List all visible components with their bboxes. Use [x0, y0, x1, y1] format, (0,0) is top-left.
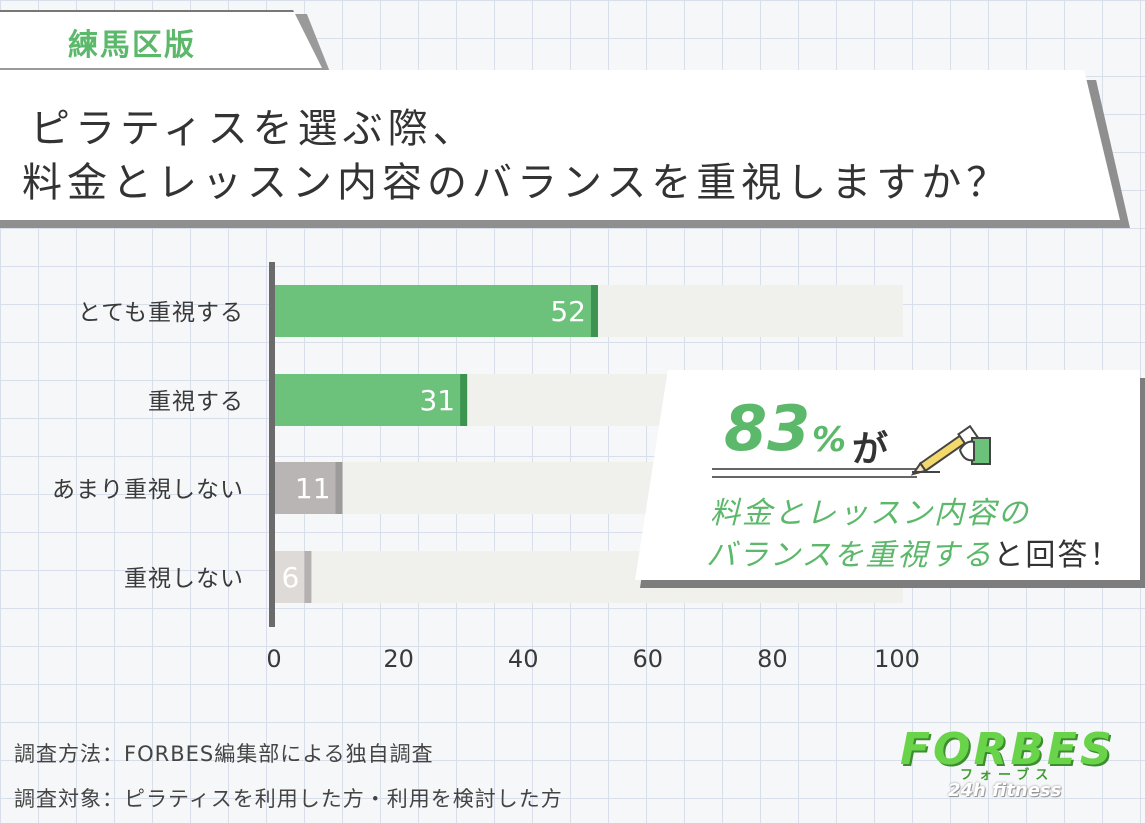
- pencil-hand-icon: [910, 424, 991, 476]
- callout-underline: [712, 468, 917, 478]
- category-label-0: とても重視する: [78, 300, 244, 326]
- callout-line-2: バランスを重視すると回答！: [706, 530, 1121, 574]
- survey-target-note: 調査対象：ピラティスを利用した方・利用を検討した方: [14, 787, 563, 811]
- bar-value-label-2: 11: [295, 472, 331, 505]
- bar-2: [274, 462, 343, 514]
- bar-value-label-3: 6: [282, 561, 300, 594]
- category-label-2: あまり重視しない: [52, 477, 244, 503]
- callout-line-2-tail: と回答！: [993, 538, 1122, 573]
- title-banner: [0, 70, 1120, 220]
- x-tick-label-1: 20: [383, 645, 414, 673]
- region-tag-label: 練馬区版: [68, 28, 196, 63]
- y-axis-line: [269, 262, 275, 627]
- bar-0: [274, 285, 598, 337]
- callout-line-1: 料金とレッスン内容の: [710, 496, 1030, 531]
- callout-box: [635, 370, 1140, 580]
- x-tick-label-4: 80: [757, 645, 788, 673]
- category-label-1: 重視する: [148, 389, 244, 415]
- callout-line-2-highlight: バランスを重視する: [706, 538, 994, 573]
- bar-1: [274, 374, 468, 426]
- bar-edge-1: [460, 374, 468, 426]
- logo-kana: フォーブス: [960, 768, 1055, 783]
- bar-value-label-1: 31: [419, 384, 455, 417]
- callout-particle: が: [852, 429, 889, 470]
- bar-edge-2: [335, 462, 343, 514]
- x-tick-label-0: 0: [266, 645, 281, 673]
- x-tick-label-3: 60: [633, 645, 664, 673]
- x-tick-label-2: 40: [508, 645, 539, 673]
- x-tick-label-5: 100: [874, 645, 920, 673]
- logo-wordmark: FORBES: [900, 724, 1115, 775]
- callout-big-number: 83: [724, 392, 811, 465]
- callout-percent-sign: %: [812, 420, 847, 460]
- survey-method-note: 調査方法：FORBES編集部による独自調査: [14, 742, 434, 766]
- bar-edge-0: [590, 285, 598, 337]
- region-tag: [0, 10, 322, 68]
- bar-edge-3: [304, 551, 312, 603]
- title-line-1: ピラティスを選ぶ際、: [30, 106, 478, 152]
- logo-subtitle: 24h fitness: [948, 780, 1062, 801]
- category-label-3: 重視しない: [124, 566, 244, 592]
- brand-logo: FORBES フォーブス 24h fitness: [900, 728, 1112, 808]
- title-line-2: 料金とレッスン内容のバランスを重視しますか？: [22, 160, 1012, 206]
- bar-value-label-0: 52: [550, 295, 586, 328]
